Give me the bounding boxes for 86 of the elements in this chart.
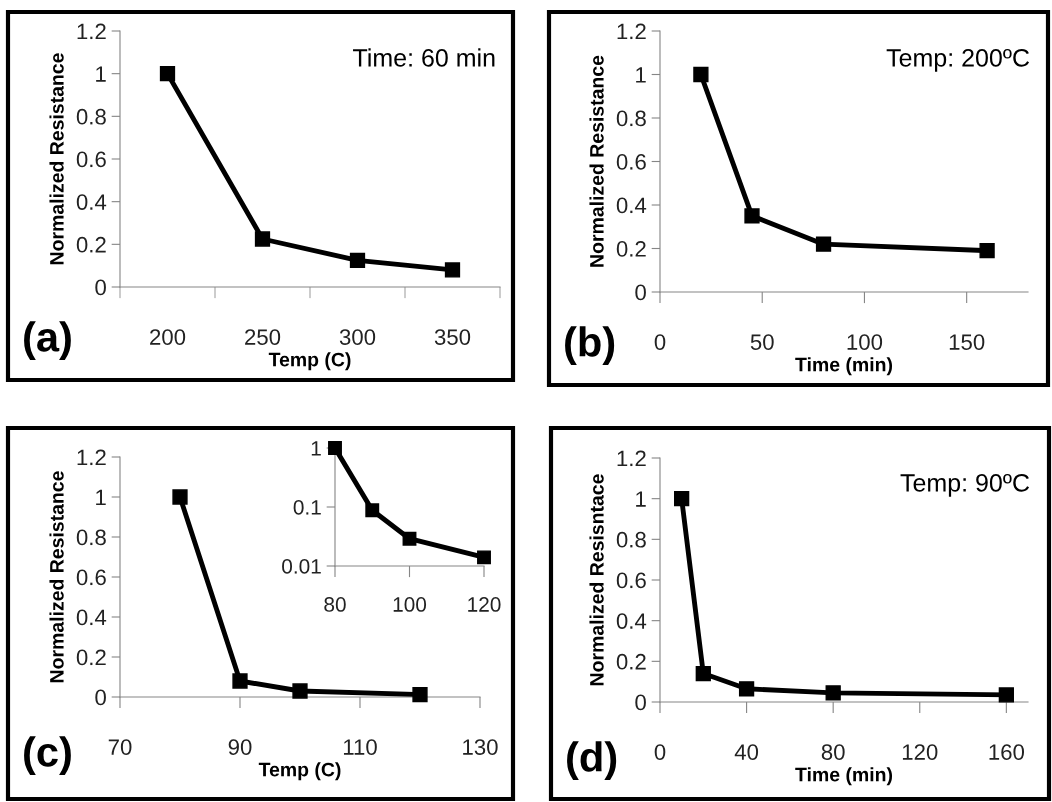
x-tick-label: 200 <box>150 329 186 345</box>
x-axis-title: Temp (C) <box>268 352 351 371</box>
x-tick-label: 120 <box>468 597 501 612</box>
x-tick-label: 160 <box>989 744 1025 760</box>
point <box>172 489 188 505</box>
x-tick-label: 80 <box>821 744 845 760</box>
text: (b) <box>565 326 615 365</box>
x-tick-label: 0 <box>654 334 666 350</box>
point <box>815 236 832 252</box>
y-tick-label: 0.8 <box>76 529 106 546</box>
text: (c) <box>24 736 71 775</box>
x-axis-title: Temp (C) <box>258 762 341 781</box>
y-tick-label: 0.2 <box>616 653 646 670</box>
x-tick-label: 130 <box>463 739 498 755</box>
point <box>693 66 709 83</box>
x-tick-label: 350 <box>434 329 471 345</box>
y-tick-label: 0.8 <box>616 110 646 127</box>
point <box>349 252 366 268</box>
x-tick-label: 250 <box>245 329 281 345</box>
y-tick-label: 1.2 <box>617 23 646 40</box>
point <box>159 66 176 82</box>
y-tick-label: 0.8 <box>76 108 106 125</box>
y-tick-label: 0.6 <box>616 572 646 589</box>
point <box>979 243 995 259</box>
point <box>292 683 308 699</box>
y-tick-label: 0.1 <box>293 500 321 515</box>
y-tick-label: 1 <box>311 441 321 456</box>
y-tick-label: 1.2 <box>77 449 106 466</box>
x-tick-label: 90 <box>228 739 252 755</box>
x-tick-label: 120 <box>902 744 938 760</box>
y-tick-label: 0.8 <box>616 531 646 548</box>
point <box>444 262 461 278</box>
point <box>254 231 271 247</box>
point <box>674 491 690 507</box>
annotation: Temp: 200ºC <box>886 48 1030 72</box>
x-axis-title: Time (min) <box>795 767 893 786</box>
x-tick-label: 50 <box>750 334 774 350</box>
y-tick-label: 0.4 <box>76 194 107 210</box>
point <box>825 685 841 701</box>
annotation: Temp: 90ºC <box>900 473 1030 497</box>
point <box>232 673 248 689</box>
point <box>695 665 711 682</box>
y-tick-label: 1 <box>636 491 646 507</box>
point <box>744 208 760 224</box>
point <box>738 681 755 697</box>
y-tick-label: 0.4 <box>616 613 647 629</box>
x-tick-label: 0 <box>654 744 666 760</box>
annotation: Time: 60 min <box>353 48 495 67</box>
y-tick-label: 0.4 <box>616 197 647 214</box>
text: (a) <box>24 321 71 360</box>
y-tick-label: 1 <box>96 489 106 506</box>
y-tick-label: 0.2 <box>76 649 106 666</box>
point <box>402 531 417 546</box>
x-tick-label: 80 <box>324 597 346 612</box>
x-tick-label: 110 <box>343 739 377 755</box>
y-tick-label: 0.4 <box>76 609 107 626</box>
y-tick-label: 0.01 <box>282 559 321 574</box>
y-tick-label: 1.2 <box>77 23 106 40</box>
y-axis-title: Normalized Resisntace <box>589 474 604 686</box>
text: (d) <box>567 741 617 780</box>
y-tick-label: 0.6 <box>76 151 106 168</box>
point <box>365 503 380 518</box>
y-tick-label: 0 <box>95 279 106 296</box>
x-tick-label: 300 <box>339 329 376 345</box>
y-axis-title: Normalized Resistance <box>49 471 64 683</box>
x-tick-label: 100 <box>393 597 427 612</box>
x-tick-label: 150 <box>949 334 985 350</box>
y-tick-label: 0.6 <box>616 154 646 170</box>
y-tick-label: 1 <box>96 66 106 82</box>
y-tick-label: 0 <box>635 284 646 301</box>
x-tick-label: 100 <box>847 334 883 350</box>
y-tick-label: 1.2 <box>617 450 646 467</box>
point <box>412 686 428 703</box>
y-tick-label: 0.2 <box>76 236 106 253</box>
y-tick-label: 0.2 <box>616 241 646 257</box>
x-tick-label: 40 <box>734 744 759 760</box>
y-axis-title: Normalized Resistance <box>49 53 64 265</box>
y-tick-label: 1 <box>636 67 646 83</box>
y-axis-title: Normalized Resistance <box>589 55 604 267</box>
x-tick-label: 70 <box>108 739 132 755</box>
x-axis-title: Time (min) <box>795 357 893 376</box>
y-tick-label: 0 <box>635 694 646 711</box>
point <box>477 550 491 565</box>
point <box>998 687 1014 703</box>
y-tick-label: 0.6 <box>76 569 106 586</box>
y-tick-label: 0 <box>95 689 106 706</box>
